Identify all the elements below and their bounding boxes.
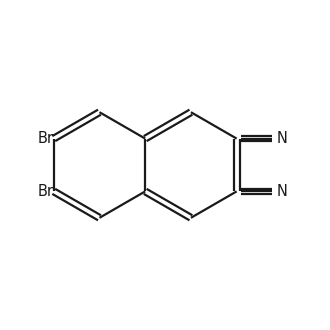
Text: N: N — [276, 131, 287, 146]
Text: Br: Br — [38, 131, 54, 146]
Text: N: N — [276, 184, 287, 199]
Text: Br: Br — [38, 184, 54, 199]
